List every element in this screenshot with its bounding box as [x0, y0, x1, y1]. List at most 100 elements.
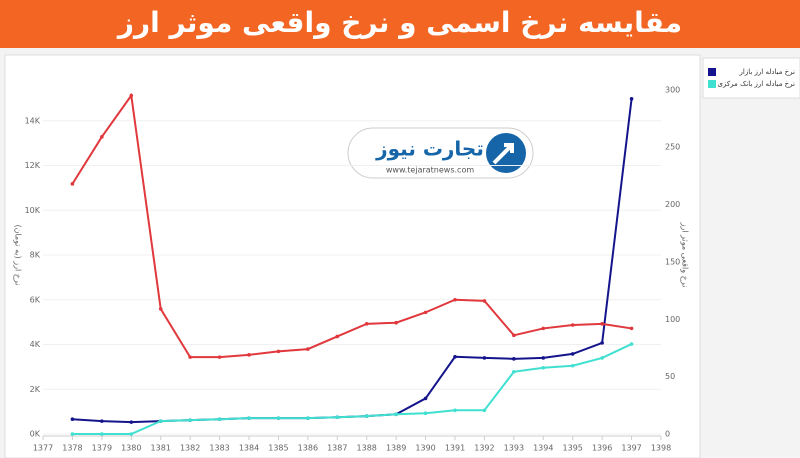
point: [482, 408, 487, 413]
point: [423, 396, 428, 401]
y2-tick-label: 200: [665, 200, 680, 209]
watermark: تجارت نیوز www.tejaratnews.com: [347, 127, 534, 179]
y2-tick-label: 150: [665, 257, 680, 266]
point: [453, 297, 457, 302]
point: [570, 352, 575, 356]
point: [335, 334, 340, 339]
x-tick-label: 1388: [357, 444, 377, 453]
point: [70, 432, 75, 436]
x-tick-label: 1387: [327, 444, 347, 453]
point: [629, 97, 634, 101]
point: [217, 417, 222, 422]
point: [570, 363, 575, 368]
point: [70, 182, 75, 186]
banner-title: مقایسه نرخ اسمی و نرخ واقعی موثر ارز: [0, 0, 800, 48]
x-tick-label: 1377: [33, 444, 53, 453]
point: [629, 326, 634, 331]
point: [276, 349, 281, 354]
point: [364, 414, 369, 418]
series-line: [71, 92, 632, 359]
y2-tick-label: 0: [665, 430, 670, 439]
point: [188, 418, 192, 422]
point: [158, 419, 163, 423]
point: [394, 412, 398, 417]
series-line: [72, 343, 632, 435]
legend-swatch: [708, 68, 716, 76]
point: [306, 416, 310, 420]
point: [600, 341, 604, 345]
point: [129, 420, 134, 424]
point: [100, 432, 104, 436]
x-tick-label: 1397: [621, 444, 641, 453]
point: [482, 299, 487, 303]
point: [100, 135, 104, 139]
x-tick-label: 1382: [180, 444, 200, 453]
watermark-arrow: [492, 143, 514, 165]
y-tick-label: 4K: [30, 340, 41, 349]
point: [70, 417, 75, 422]
point: [217, 355, 222, 359]
x-tick-label: 1378: [62, 444, 82, 453]
x-tick-label: 1391: [445, 444, 465, 453]
x-tick-label: 1389: [386, 444, 406, 453]
point: [158, 307, 163, 311]
y2-tick-label: 250: [665, 143, 680, 152]
x-tick-label: 1398: [651, 444, 671, 453]
point: [276, 416, 281, 420]
point: [247, 353, 251, 357]
y2-tick-label: 100: [665, 315, 680, 324]
y-tick-label: 6K: [30, 295, 41, 304]
point: [600, 322, 604, 326]
y-tick-label: 14K: [25, 116, 41, 125]
legend-label: نرخ مبادله ارز بازار: [739, 68, 796, 76]
x-tick-label: 1385: [268, 444, 288, 453]
point: [364, 322, 369, 326]
point: [247, 416, 251, 420]
x-tick-label: 1395: [563, 444, 583, 453]
legend-label: نرخ مبادله ارز بانک مرکزی: [717, 80, 795, 88]
y2-tick-label: 300: [665, 85, 680, 94]
y-tick-label: 10K: [25, 206, 41, 215]
point: [188, 355, 192, 359]
x-tick-label: 1386: [298, 444, 318, 453]
point: [600, 356, 604, 360]
point: [335, 415, 340, 420]
point: [423, 310, 428, 315]
point: [453, 408, 457, 413]
x-tick-label: 1392: [474, 444, 494, 453]
legend-box: [702, 57, 800, 99]
point: [129, 93, 134, 98]
point: [570, 323, 575, 327]
x-tick-label: 1383: [209, 444, 229, 453]
x-tick-label: 1390: [415, 444, 435, 453]
x-tick-label: 1384: [239, 444, 259, 453]
point: [100, 419, 104, 423]
point: [394, 320, 398, 325]
point: [629, 342, 634, 346]
watermark-brand: تجارت نیوز: [375, 137, 484, 161]
x-tick-label: 1381: [151, 444, 171, 453]
y2-axis-label: نرخ واقعی موثر ارز: [681, 222, 690, 288]
x-tick-label: 1380: [121, 444, 141, 453]
point: [306, 347, 310, 351]
x-tick-label: 1396: [592, 444, 612, 453]
point: [129, 432, 134, 436]
plot-frame: [4, 54, 701, 458]
point: [512, 357, 516, 361]
point: [541, 365, 546, 370]
point: [423, 411, 428, 415]
point: [453, 355, 457, 359]
y-tick-label: 0K: [30, 430, 41, 439]
y-tick-label: 12K: [25, 161, 41, 170]
point: [541, 326, 546, 331]
y-axis-label: نرخ ارز (به تومان): [14, 224, 23, 285]
y-tick-label: 2K: [30, 385, 41, 394]
point: [512, 369, 516, 374]
x-tick-label: 1393: [504, 444, 524, 453]
point: [512, 333, 516, 338]
point: [482, 356, 487, 360]
x-tick-label: 1379: [92, 444, 112, 453]
watermark-url: www.tejaratnews.com: [386, 166, 474, 175]
